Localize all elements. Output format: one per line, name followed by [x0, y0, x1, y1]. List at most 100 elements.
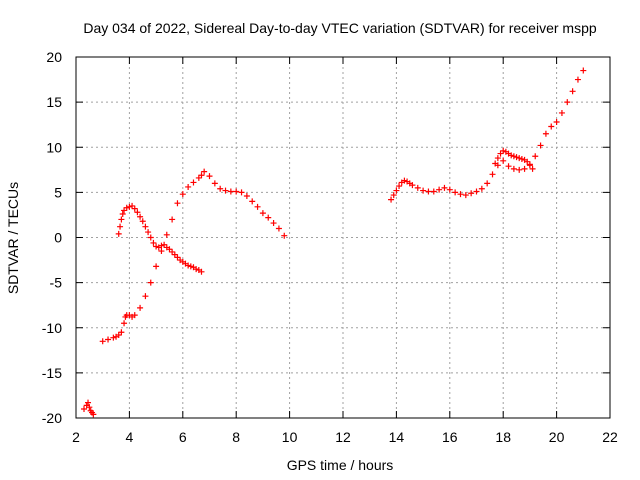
data-point: [569, 88, 576, 95]
data-point: [259, 210, 266, 217]
data-point: [217, 185, 224, 192]
data-point: [198, 268, 205, 275]
data-point: [254, 203, 261, 210]
data-point: [147, 234, 154, 241]
data-point: [169, 216, 176, 223]
data-point: [227, 188, 234, 195]
data-point: [513, 154, 520, 161]
data-point: [452, 189, 459, 196]
series-track-e: [492, 147, 536, 172]
y-tick-labels: -20 -15 -10 -5 0 5 10 15 20: [42, 49, 62, 426]
data-point: [119, 211, 126, 218]
x-tick-label: 20: [549, 429, 565, 445]
x-axis-label: GPS time / hours: [287, 457, 394, 473]
data-point: [174, 254, 181, 261]
data-point: [558, 109, 565, 116]
data-point: [187, 263, 194, 270]
data-point: [532, 153, 539, 160]
data-point: [574, 76, 581, 83]
data-point: [505, 163, 512, 170]
chart-title: Day 034 of 2022, Sidereal Day-to-day VTE…: [83, 20, 596, 36]
y-tick-label: 0: [54, 230, 62, 246]
data-point: [123, 204, 130, 211]
data-point: [171, 251, 178, 258]
data-point: [190, 179, 197, 186]
data-point: [85, 399, 92, 406]
plot-frame: [75, 56, 611, 419]
data-point: [193, 266, 200, 273]
series-track-a: [81, 399, 97, 418]
data-point: [388, 196, 395, 203]
data-point: [206, 173, 213, 180]
data-point: [510, 153, 517, 160]
data-point: [484, 180, 491, 187]
x-tick-label: 18: [495, 429, 511, 445]
data-point: [131, 312, 138, 319]
data-point: [436, 186, 443, 193]
data-point: [390, 192, 397, 199]
x-tick-labels: 2 4 6 8 10 12 14 16 18 20 22: [72, 429, 618, 445]
data-point: [553, 118, 560, 125]
y-axis-label: SDTVAR / TECUs: [5, 182, 21, 294]
data-point: [86, 404, 93, 411]
x-tick-label: 2: [72, 429, 80, 445]
data-point: [211, 180, 218, 187]
data-point: [542, 130, 549, 137]
y-tick-label: -20: [42, 410, 62, 426]
data-point: [516, 166, 523, 173]
data-point: [110, 334, 117, 341]
data-point: [396, 183, 403, 190]
x-tick-label: 12: [335, 429, 351, 445]
data-point: [115, 230, 122, 237]
x-tick-label: 6: [179, 429, 187, 445]
data-point: [243, 192, 250, 199]
data-point: [518, 155, 525, 162]
data-point: [118, 329, 125, 336]
data-point: [222, 187, 229, 194]
data-point: [81, 405, 88, 412]
data-point: [185, 183, 192, 190]
data-point: [524, 158, 531, 165]
data-point: [516, 155, 523, 162]
data-point: [118, 216, 125, 223]
data-point: [142, 293, 149, 300]
data-point: [526, 161, 533, 168]
data-point: [441, 184, 448, 191]
data-point: [153, 263, 160, 270]
data-point: [90, 411, 97, 418]
data-point: [126, 203, 133, 210]
data-point: [457, 191, 464, 198]
y-tick-label: 5: [54, 184, 62, 200]
y-tick-label: 15: [46, 94, 62, 110]
data-point: [153, 243, 160, 250]
data-point: [473, 188, 480, 195]
x-tick-label: 4: [126, 429, 134, 445]
x-tick-label: 16: [442, 429, 458, 445]
data-point: [275, 225, 282, 232]
data-point: [233, 188, 240, 195]
data-point: [121, 320, 128, 327]
data-point: [169, 248, 176, 255]
data-point: [179, 191, 186, 198]
data-point: [529, 165, 536, 172]
data-point: [139, 218, 146, 225]
data-point: [265, 214, 272, 221]
data-point: [414, 184, 421, 191]
y-tick-label: 10: [46, 139, 62, 155]
data-point: [121, 207, 128, 214]
data-point: [500, 157, 507, 164]
data-point: [147, 279, 154, 286]
data-point: [185, 262, 192, 269]
series-track-b: [99, 168, 288, 345]
data-point: [508, 152, 515, 159]
data-point: [401, 177, 408, 184]
data-point: [393, 187, 400, 194]
data-point: [281, 232, 288, 239]
data-point: [238, 189, 245, 196]
series-track-d: [388, 67, 587, 203]
data-point: [409, 182, 416, 189]
data-point: [468, 190, 475, 197]
data-point: [131, 205, 138, 212]
data-point: [166, 246, 173, 253]
